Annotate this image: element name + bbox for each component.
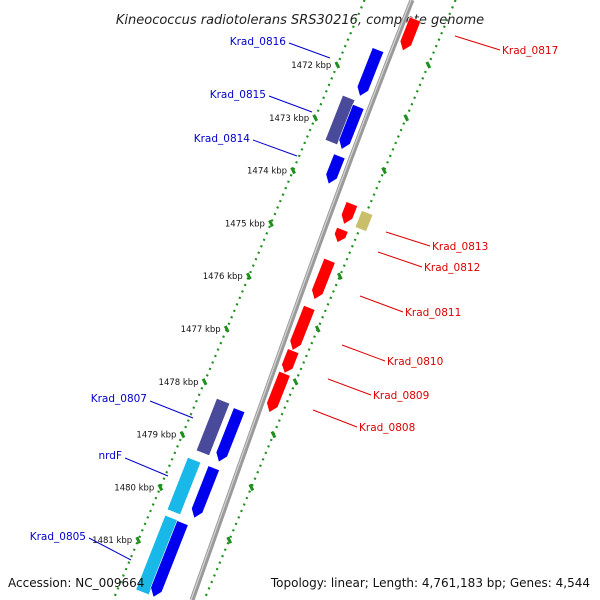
- label-layer: Krad_0817 Krad_0816 Krad_0815 Krad_0814 Krad…: [30, 35, 558, 561]
- tick-label: 1474 kbp: [247, 167, 287, 177]
- gene-leader-line: [327, 378, 372, 396]
- gene-leader-line: [124, 457, 169, 477]
- major-tick: [248, 483, 255, 492]
- gene-arrow: [289, 305, 316, 351]
- genome-summary-text: Topology: linear; Length: 4,761,183 bp; …: [270, 576, 590, 590]
- gene-leader-line: [385, 231, 431, 247]
- tick-label: 1475 kbp: [225, 219, 265, 229]
- gene-arrow: [324, 94, 356, 146]
- major-tick: [425, 61, 432, 69]
- major-tick: [201, 378, 208, 386]
- backbone-highlight: [190, 0, 412, 600]
- gene-arrow: [191, 465, 220, 519]
- major-tick: [223, 325, 230, 333]
- gene-arrow: [341, 201, 359, 225]
- major-tick: [334, 61, 341, 69]
- tick-label: 1473 kbp: [269, 114, 309, 124]
- tick-label: 1477 kbp: [181, 325, 221, 335]
- gene-arrow: [354, 210, 374, 232]
- gene-arrow: [399, 16, 422, 52]
- gene-label: Krad_0816: [230, 36, 287, 48]
- gene-arrow: [356, 47, 385, 97]
- gene-leader-line: [454, 35, 501, 51]
- gene-leader-line: [341, 344, 386, 362]
- gene-leader-line: [268, 95, 313, 113]
- gene-layer: [135, 16, 422, 598]
- tick-label: 1478 kbp: [159, 378, 199, 388]
- gene-leader-line: [377, 251, 423, 268]
- gene-label: Krad_0812: [424, 262, 480, 274]
- major-tick: [268, 219, 274, 228]
- gene-leader-line: [312, 409, 358, 428]
- tick-label: 1479 kbp: [136, 431, 176, 441]
- gene-label: Krad_0810: [387, 356, 443, 368]
- gene-label: nrdF: [99, 450, 123, 462]
- gene-arrow: [281, 348, 300, 374]
- major-tick: [403, 114, 410, 122]
- major-tick: [337, 272, 343, 280]
- gene-label: Krad_0809: [373, 390, 429, 402]
- tick-label: 1480 kbp: [114, 483, 154, 493]
- major-tick: [314, 325, 321, 333]
- gene-arrow: [338, 104, 365, 150]
- tick-label: 1476 kbp: [203, 272, 243, 282]
- gene-arrow: [150, 520, 189, 598]
- major-tick: [292, 378, 299, 386]
- backbone-line: [189, 0, 415, 600]
- gene-arrow: [325, 153, 346, 185]
- gene-arrow: [266, 370, 291, 414]
- major-tick: [157, 483, 164, 492]
- gene-label: Krad_0817: [502, 45, 558, 57]
- major-tick: [179, 430, 186, 439]
- gene-label: Krad_0808: [359, 422, 415, 434]
- gene-label: Krad_0814: [194, 133, 251, 145]
- major-tick: [135, 536, 142, 544]
- accession-text: Accession: NC_009664: [8, 576, 144, 590]
- gene-arrow: [311, 257, 336, 301]
- gene-label: Krad_0815: [210, 89, 266, 101]
- tick-label: 1481 kbp: [92, 536, 132, 546]
- major-tick: [312, 114, 319, 122]
- gene-leader-line: [88, 537, 132, 561]
- gene-leader-line: [359, 295, 404, 313]
- major-tick: [381, 166, 387, 175]
- gene-leader-line: [252, 139, 298, 157]
- gene-arrow: [195, 397, 231, 457]
- tick-layer: 1472 kbp 1473 kbp 1474 kbp 1475 kbp 1476 kbp…: [92, 0, 457, 600]
- gene-arrow: [334, 226, 349, 243]
- map-title: Kineococcus radiotolerans SRS30216, comp…: [116, 13, 484, 28]
- major-tick: [246, 272, 252, 280]
- major-tick: [290, 166, 296, 175]
- gene-arrow: [215, 407, 246, 463]
- gene-arrow: [135, 514, 179, 596]
- major-tick: [226, 536, 233, 544]
- backbone-layer: [189, 0, 415, 600]
- gene-leader-line: [149, 400, 194, 419]
- gene-label: Krad_0805: [30, 531, 86, 543]
- gene-leader-line: [288, 42, 331, 59]
- gene-label: Krad_0807: [91, 393, 147, 405]
- tick-label: 1472 kbp: [291, 61, 331, 71]
- gene-arrow: [166, 456, 202, 516]
- gene-label: Krad_0813: [432, 241, 488, 253]
- major-tick: [270, 430, 277, 439]
- gene-label: Krad_0811: [405, 307, 461, 319]
